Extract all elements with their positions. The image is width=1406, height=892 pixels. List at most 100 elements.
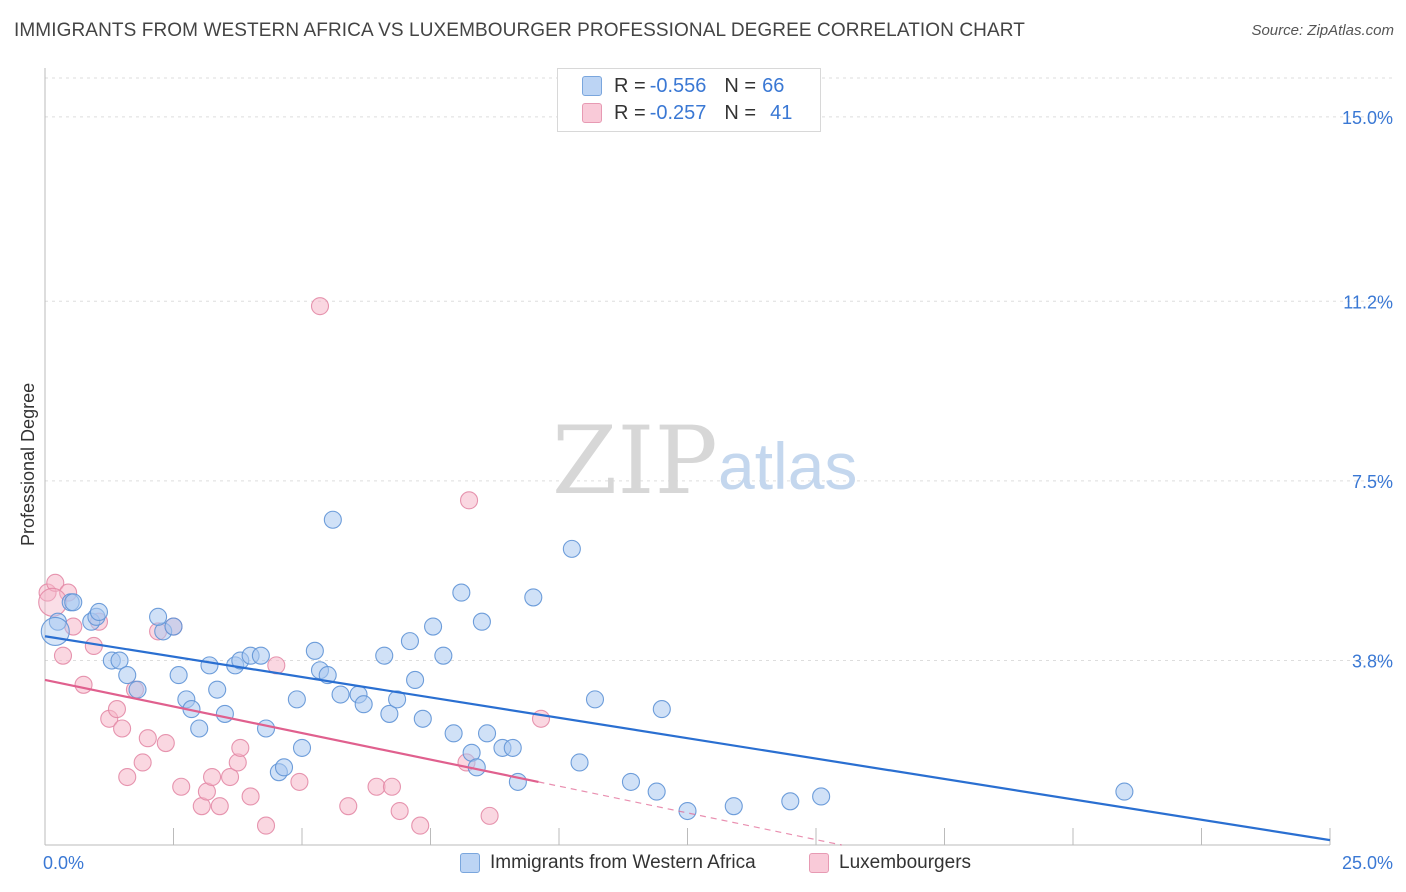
western-africa-point [118,666,137,685]
grid-lines [45,77,1392,662]
western-africa-point [652,700,671,719]
x-tick-label: 0.0% [43,853,84,873]
western-africa-point [251,646,270,665]
luxembourger-point [390,801,409,821]
western-africa-point [292,738,312,757]
western-africa-point [208,680,227,699]
legend-label: Luxembourgers [839,852,972,873]
legend-r-value: -0.556 [649,74,707,97]
chart-title: IMMIGRANTS FROM WESTERN AFRICA VS LUXEMB… [14,20,1025,41]
western-africa-point [256,719,276,738]
luxembourger-point [531,709,551,728]
western-africa-point [331,685,350,704]
western-africa-point [503,738,522,757]
western-africa-point [413,709,432,728]
luxembourger-point [256,816,276,835]
western-africa-point [570,753,589,772]
trend-lines [44,635,1331,846]
luxembourger-point [339,797,358,816]
luxembourger-point [172,777,191,796]
data-points [38,297,1134,835]
western-africa-point [562,539,581,558]
western-africa-point [128,680,147,699]
western-africa-point [781,792,800,811]
legend-n-value: 66 [762,74,785,97]
legend-r-value: -0.257 [649,101,707,124]
watermark: ZIP atlas [552,407,857,516]
x-tick-label: 25.0% [1342,853,1393,873]
luxembourger-point [46,573,65,592]
western-africa-point [190,719,209,738]
luxembourger-point [310,297,330,316]
luxembourger-point [156,734,175,753]
luxembourger-point [203,767,222,787]
western-africa-point [149,607,168,626]
luxembourger-point [74,675,93,694]
luxembourger-point [231,738,250,757]
luxembourger-point [459,491,479,510]
western-africa-point [678,801,697,821]
western-africa-point [164,617,183,636]
legend-label: Immigrants from Western Africa [490,852,756,873]
western-africa-point [647,782,666,801]
legend-swatch-pink [809,853,829,873]
legend-item-luxembourgers: Luxembourgers [809,852,971,874]
luxembourger-point [138,729,157,748]
tick-labels: 3.8% 7.5% 11.2% 15.0% 0.0% 25.0% [43,108,1393,873]
western-africa-point [812,787,831,806]
luxembourger-point [210,797,229,816]
source-label: Source: ZipAtlas.com [1251,22,1394,39]
legend-item-western-africa: Immigrants from Western Africa [460,852,756,874]
legend-r-label: R = [614,101,646,124]
luxembourger-trendline [44,678,539,783]
luxembourger-trendline-extension [538,781,842,846]
legend-row-luxembourgers: R = -0.257 N = 41 [582,100,792,126]
luxembourger-point [107,700,127,719]
watermark-zip: ZIP [552,407,718,516]
luxembourger-point [367,777,386,796]
western-africa-trendline [44,635,1331,842]
western-africa-point [64,593,83,612]
luxembourger-point [118,767,137,787]
legend-swatch-blue [460,853,480,873]
western-africa-point [287,690,306,709]
y-tick-label: 11.2% [1343,292,1393,312]
western-africa-point [524,588,543,607]
western-africa-point [375,646,394,665]
watermark-atlas: atlas [718,429,857,503]
luxembourger-point [241,787,260,806]
legend-r-label: R = [614,74,646,97]
western-africa-point [724,797,743,816]
western-africa-point [89,602,109,622]
western-africa-point [305,641,324,660]
western-africa-point [424,617,443,636]
luxembourger-point [411,816,430,835]
western-africa-point [110,651,129,670]
luxembourger-point [220,767,240,787]
western-africa-point [434,646,453,665]
legend-swatch-pink [582,103,602,123]
axes [44,68,1331,846]
y-axis-label: Professional Degree [18,382,38,546]
western-africa-point [621,772,641,791]
y-tick-label: 7.5% [1352,472,1393,492]
y-tick-label: 3.8% [1352,652,1393,672]
correlation-legend: R = -0.556 N = 66 R = -0.257 N = 41 [557,68,821,132]
legend-n-label: N = [724,74,757,97]
western-africa-point [452,583,471,602]
legend-row-western-africa: R = -0.556 N = 66 [582,73,784,99]
legend-n-label: N = [724,101,757,124]
luxembourger-point [480,806,499,825]
western-africa-point [406,670,425,689]
western-africa-point [354,695,373,714]
western-africa-point [585,690,605,709]
western-africa-point [169,666,188,685]
legend-swatch-blue [582,76,602,96]
western-africa-point [323,510,342,529]
western-africa-point [215,704,234,723]
western-africa-point [1115,782,1134,801]
western-africa-point [380,704,399,723]
series-legend: Immigrants from Western Africa Luxembour… [0,852,1406,878]
luxembourger-point [382,777,402,796]
